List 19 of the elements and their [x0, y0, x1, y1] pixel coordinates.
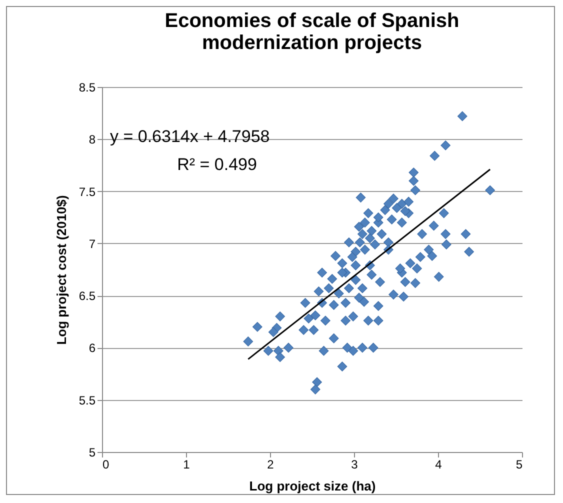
y-tick-label: 7.5 [78, 184, 96, 199]
y-tick-label: 5.5 [78, 393, 96, 408]
x-tick-label: 2 [267, 458, 274, 472]
y-tick-label: 5 [88, 446, 96, 460]
x-tick-label: 3 [351, 458, 358, 472]
y-axis-title: Log project cost (2010$) [54, 195, 69, 345]
y-tick-label: 6 [88, 341, 96, 356]
annotation: y = 0.6314x + 4.7958 [110, 127, 270, 146]
x-tick-label: 1 [183, 458, 190, 472]
chart-title: Economies of scale of Spanish modernization projects [164, 10, 460, 54]
x-tick-label: 5 [516, 458, 523, 472]
y-tick-label: 8.5 [78, 80, 96, 94]
x-axis-title: Log project size (ha) [249, 478, 376, 494]
x-tick-label: 4 [435, 458, 442, 472]
y-tick-label: 6.5 [78, 289, 96, 304]
x-tick-label: 0 [102, 458, 110, 472]
annotation: R² = 0.499 [177, 155, 257, 174]
y-tick-label: 8 [88, 132, 96, 147]
y-tick-label: 7 [88, 236, 96, 251]
